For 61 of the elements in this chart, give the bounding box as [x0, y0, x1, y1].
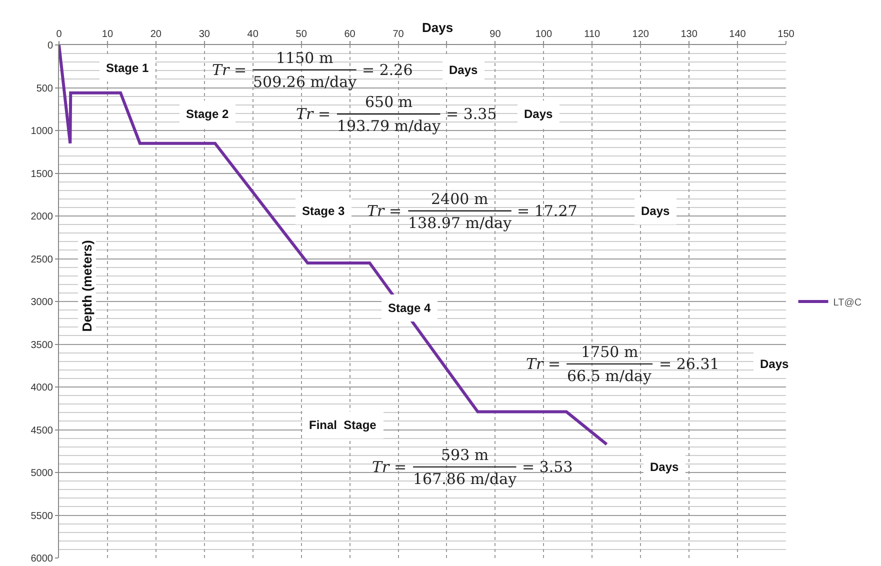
- x-tick-label: 60: [344, 29, 356, 40]
- annotation: Stage 3: [302, 204, 346, 218]
- x-tick-label: 0: [56, 29, 62, 40]
- y-tick-label: 2000: [30, 212, 54, 222]
- annotation: 167.86 m/day: [413, 470, 518, 488]
- x-tick-label: 150: [778, 29, 795, 40]
- annotation: Days: [760, 357, 790, 371]
- annotation: Days: [524, 107, 554, 121]
- x-tick-label: 90: [490, 29, 502, 40]
- x-tick-label: 110: [584, 29, 601, 40]
- annotation: 650 m: [365, 93, 413, 111]
- x-tick-label: 70: [392, 29, 404, 40]
- x-tick-label: 130: [680, 29, 698, 40]
- annotation: Stage 2: [186, 107, 230, 121]
- annotation: 2400 m: [431, 190, 488, 208]
- y-tick-label: 1500: [30, 168, 54, 180]
- y-tick-label: 500: [36, 83, 54, 94]
- x-tick-label: 140: [729, 29, 746, 40]
- y-tick-label: 4000: [30, 382, 54, 394]
- annotation: Days: [449, 63, 478, 77]
- annotation: 1750 m: [581, 343, 638, 361]
- annotation: = 26.31: [659, 355, 720, 373]
- annotation: Tr =: [526, 355, 561, 373]
- x-tick-label: 100: [535, 29, 552, 40]
- annotation: 509.26 m/day: [253, 73, 358, 91]
- y-tick-label: 5000: [30, 468, 54, 479]
- annotation: 66.5 m/day: [567, 367, 652, 385]
- annotation: Tr =: [296, 105, 331, 123]
- x-tick-label: 20: [150, 29, 162, 40]
- x-tick-label: 30: [198, 29, 210, 40]
- y-axis-title: Depth (meters): [80, 240, 95, 332]
- annotation: 193.79 m/day: [337, 117, 442, 135]
- y-tick-label: 3000: [30, 297, 54, 308]
- y-tick-label: 5500: [30, 510, 54, 522]
- annotation: = 17.27: [517, 202, 578, 220]
- annotation: Stage 4: [388, 301, 432, 315]
- x-tick-label: 40: [247, 29, 259, 40]
- annotation: 1150 m: [276, 49, 334, 67]
- x-tick-label: 120: [632, 29, 650, 40]
- y-tick-label: 0: [47, 40, 54, 52]
- legend-label: LT@C: [833, 297, 862, 308]
- annotation: Days: [641, 204, 670, 218]
- annotation: Tr =: [372, 458, 407, 476]
- y-tick-label: 2500: [30, 254, 54, 266]
- annotation: = 3.53: [522, 458, 573, 476]
- annotation: 138.97 m/day: [408, 214, 512, 232]
- annotation: = 3.35: [446, 105, 497, 123]
- x-axis-title: Days: [422, 20, 454, 35]
- annotation: Tr =: [212, 61, 247, 79]
- x-tick-label: 50: [296, 29, 308, 40]
- y-tick-label: 6000: [30, 554, 54, 564]
- annotation: = 2.26: [362, 61, 413, 79]
- y-tick-label: 3500: [30, 340, 54, 351]
- y-tick-label: 4500: [30, 425, 54, 436]
- annotation: Final Stage: [309, 418, 377, 432]
- annotation: 593 m: [441, 446, 489, 464]
- annotation: Tr =: [367, 202, 402, 220]
- x-tick-label: 10: [102, 29, 114, 40]
- annotation: Days: [650, 460, 680, 474]
- annotation: Stage 1: [106, 61, 150, 75]
- y-tick-label: 1000: [30, 126, 54, 137]
